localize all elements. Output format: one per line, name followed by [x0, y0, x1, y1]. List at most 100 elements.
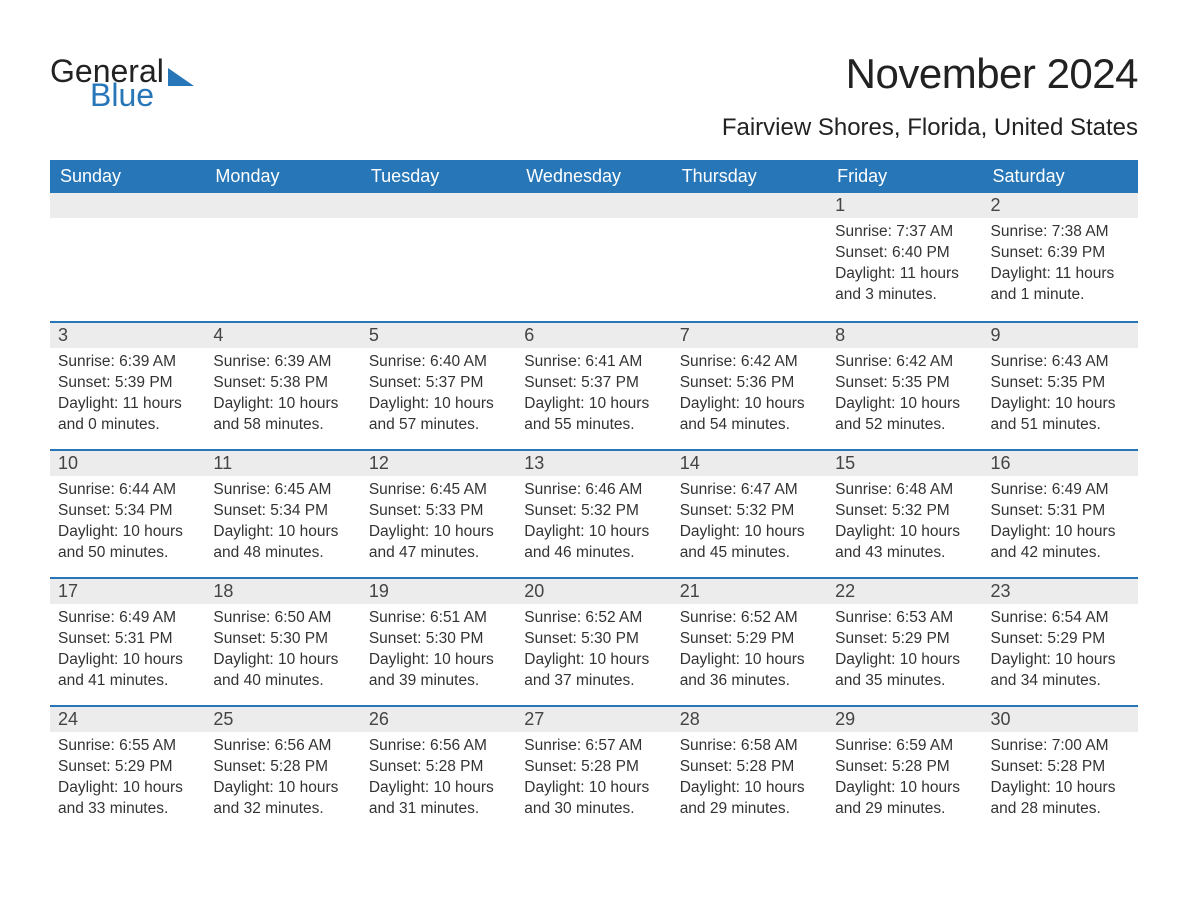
day-number: 8 [827, 321, 982, 348]
day-content: Sunrise: 7:38 AMSunset: 6:39 PMDaylight:… [983, 218, 1138, 306]
day-header: Thursday [672, 160, 827, 193]
day-content: Sunrise: 6:58 AMSunset: 5:28 PMDaylight:… [672, 732, 827, 820]
day-content: Sunrise: 6:45 AMSunset: 5:33 PMDaylight:… [361, 476, 516, 564]
sunset-text: Sunset: 5:29 PM [835, 629, 974, 650]
day-header: Friday [827, 160, 982, 193]
day-number: 5 [361, 321, 516, 348]
calendar-cell: 9Sunrise: 6:43 AMSunset: 5:35 PMDaylight… [983, 321, 1138, 449]
day-content: Sunrise: 6:40 AMSunset: 5:37 PMDaylight:… [361, 348, 516, 436]
day-content: Sunrise: 6:49 AMSunset: 5:31 PMDaylight:… [983, 476, 1138, 564]
daylight-text: Daylight: 10 hours and 50 minutes. [58, 522, 197, 564]
calendar-cell [205, 193, 360, 321]
day-content: Sunrise: 6:48 AMSunset: 5:32 PMDaylight:… [827, 476, 982, 564]
day-number: 13 [516, 449, 671, 476]
daylight-text: Daylight: 10 hours and 51 minutes. [991, 394, 1130, 436]
calendar-cell: 28Sunrise: 6:58 AMSunset: 5:28 PMDayligh… [672, 705, 827, 833]
calendar-cell: 19 Sunrise: 6:51 AMSunset: 5:30 PMDayligh… [361, 577, 516, 705]
day-content: Sunrise: 6:59 AMSunset: 5:28 PMDaylight:… [827, 732, 982, 820]
sunrise-text: Sunrise: 6:43 AM [991, 352, 1130, 373]
day-number: 19 [361, 577, 516, 604]
sunrise-text: Sunrise: 7:38 AM [991, 222, 1130, 243]
day-header: Wednesday [516, 160, 671, 193]
day-content: Sunrise: 6:43 AMSunset: 5:35 PMDaylight:… [983, 348, 1138, 436]
day-number: 1 [827, 193, 982, 218]
header: General Blue November 2024 Fairview Shor… [50, 50, 1138, 152]
day-number: 29 [827, 705, 982, 732]
day-number: 4 [205, 321, 360, 348]
sunrise-text: Sunrise: 6:58 AM [680, 736, 819, 757]
calendar-row: 24Sunrise: 6:55 AMSunset: 5:29 PMDayligh… [50, 705, 1138, 833]
day-content: Sunrise: 6:57 AMSunset: 5:28 PMDaylight:… [516, 732, 671, 820]
sunset-text: Sunset: 5:28 PM [369, 757, 508, 778]
sunset-text: Sunset: 5:31 PM [58, 629, 197, 650]
day-content: Sunrise: 6:52 AMSunset: 5:30 PMDaylight:… [516, 604, 671, 692]
daylight-text: Daylight: 10 hours and 48 minutes. [213, 522, 352, 564]
day-number: 7 [672, 321, 827, 348]
day-content: Sunrise: 7:37 AMSunset: 6:40 PMDaylight:… [827, 218, 982, 306]
sunrise-text: Sunrise: 6:51 AM [369, 608, 508, 629]
sunset-text: Sunset: 5:30 PM [369, 629, 508, 650]
sunrise-text: Sunrise: 6:49 AM [991, 480, 1130, 501]
day-number [50, 193, 205, 218]
location: Fairview Shores, Florida, United States [722, 114, 1138, 142]
daylight-text: Daylight: 10 hours and 40 minutes. [213, 650, 352, 692]
logo-text-blue: Blue [90, 80, 196, 110]
sunrise-text: Sunrise: 6:57 AM [524, 736, 663, 757]
day-number: 2 [983, 193, 1138, 218]
sunset-text: Sunset: 5:29 PM [680, 629, 819, 650]
day-content: Sunrise: 6:55 AMSunset: 5:29 PMDaylight:… [50, 732, 205, 820]
calendar-cell: 7Sunrise: 6:42 AMSunset: 5:36 PMDaylight… [672, 321, 827, 449]
day-content: Sunrise: 6:39 AMSunset: 5:38 PMDaylight:… [205, 348, 360, 436]
sunset-text: Sunset: 5:29 PM [58, 757, 197, 778]
day-number: 14 [672, 449, 827, 476]
calendar-cell: 25Sunrise: 6:56 AMSunset: 5:28 PMDayligh… [205, 705, 360, 833]
calendar-row: 17Sunrise: 6:49 AMSunset: 5:31 PMDayligh… [50, 577, 1138, 705]
sunset-text: Sunset: 5:37 PM [524, 373, 663, 394]
day-number [361, 193, 516, 218]
daylight-text: Daylight: 10 hours and 55 minutes. [524, 394, 663, 436]
sunrise-text: Sunrise: 6:52 AM [524, 608, 663, 629]
daylight-text: Daylight: 10 hours and 28 minutes. [991, 778, 1130, 820]
day-number: 6 [516, 321, 671, 348]
day-number: 17 [50, 577, 205, 604]
sunset-text: Sunset: 6:39 PM [991, 243, 1130, 264]
sunset-text: Sunset: 5:34 PM [58, 501, 197, 522]
sunrise-text: Sunrise: 7:37 AM [835, 222, 974, 243]
calendar-row: 1Sunrise: 7:37 AMSunset: 6:40 PMDaylight… [50, 193, 1138, 321]
sunset-text: Sunset: 5:28 PM [524, 757, 663, 778]
calendar-cell: 4Sunrise: 6:39 AMSunset: 5:38 PMDaylight… [205, 321, 360, 449]
day-number: 9 [983, 321, 1138, 348]
day-content: Sunrise: 6:50 AMSunset: 5:30 PMDaylight:… [205, 604, 360, 692]
day-number: 20 [516, 577, 671, 604]
day-number: 15 [827, 449, 982, 476]
daylight-text: Daylight: 10 hours and 29 minutes. [680, 778, 819, 820]
daylight-text: Daylight: 10 hours and 52 minutes. [835, 394, 974, 436]
calendar-cell: 15Sunrise: 6:48 AMSunset: 5:32 PMDayligh… [827, 449, 982, 577]
sunrise-text: Sunrise: 7:00 AM [991, 736, 1130, 757]
calendar-cell: 3Sunrise: 6:39 AMSunset: 5:39 PMDaylight… [50, 321, 205, 449]
sunrise-text: Sunrise: 6:41 AM [524, 352, 663, 373]
daylight-text: Daylight: 10 hours and 30 minutes. [524, 778, 663, 820]
calendar-cell: 23Sunrise: 6:54 AMSunset: 5:29 PMDayligh… [983, 577, 1138, 705]
calendar-cell: 11Sunrise: 6:45 AMSunset: 5:34 PMDayligh… [205, 449, 360, 577]
daylight-text: Daylight: 10 hours and 47 minutes. [369, 522, 508, 564]
sunrise-text: Sunrise: 6:59 AM [835, 736, 974, 757]
daylight-text: Daylight: 11 hours and 3 minutes. [835, 264, 974, 306]
day-number [672, 193, 827, 218]
daylight-text: Daylight: 10 hours and 34 minutes. [991, 650, 1130, 692]
day-content: Sunrise: 6:56 AMSunset: 5:28 PMDaylight:… [361, 732, 516, 820]
daylight-text: Daylight: 10 hours and 39 minutes. [369, 650, 508, 692]
title-block: November 2024 Fairview Shores, Florida, … [722, 50, 1138, 152]
sunrise-text: Sunrise: 6:45 AM [213, 480, 352, 501]
calendar-cell: 5Sunrise: 6:40 AMSunset: 5:37 PMDaylight… [361, 321, 516, 449]
sunset-text: Sunset: 5:32 PM [680, 501, 819, 522]
day-content: Sunrise: 7:00 AMSunset: 5:28 PMDaylight:… [983, 732, 1138, 820]
daylight-text: Daylight: 10 hours and 33 minutes. [58, 778, 197, 820]
daylight-text: Daylight: 10 hours and 31 minutes. [369, 778, 508, 820]
sunset-text: Sunset: 5:32 PM [835, 501, 974, 522]
day-header: Tuesday [361, 160, 516, 193]
day-header: Sunday [50, 160, 205, 193]
daylight-text: Daylight: 10 hours and 41 minutes. [58, 650, 197, 692]
daylight-text: Daylight: 10 hours and 37 minutes. [524, 650, 663, 692]
calendar-cell: 12Sunrise: 6:45 AMSunset: 5:33 PMDayligh… [361, 449, 516, 577]
